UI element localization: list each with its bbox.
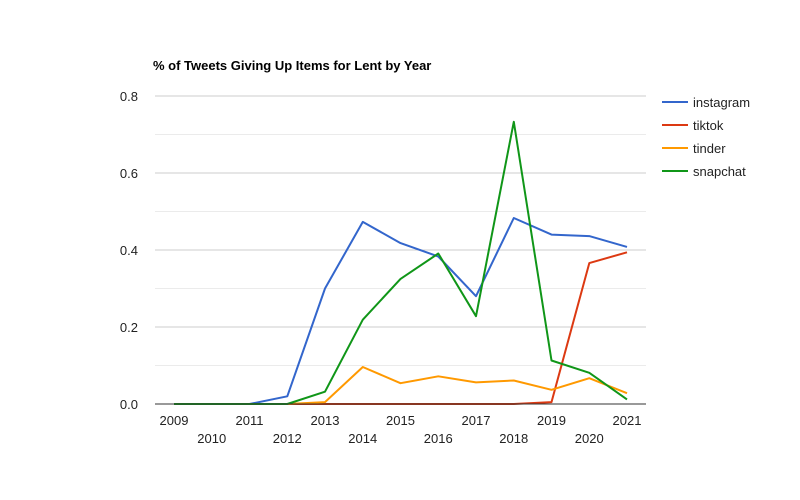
x-tick-label: 2012	[273, 431, 302, 446]
legend-label: instagram	[693, 95, 750, 110]
y-tick-label: 0.6	[120, 166, 138, 181]
x-tick-label: 2010	[197, 431, 226, 446]
series-lines	[155, 120, 646, 405]
y-tick-label: 0.4	[120, 243, 138, 258]
x-tick-label: 2015	[386, 413, 415, 428]
x-tick-label: 2017	[462, 413, 491, 428]
x-tick-label: 2021	[613, 413, 642, 428]
series-line-snapchat	[174, 120, 628, 405]
legend-label: snapchat	[693, 164, 746, 179]
legend: instagram tiktok tinder snapchat	[662, 95, 750, 179]
x-tick-label: 2020	[575, 431, 604, 446]
x-tick-label: 2019	[537, 413, 566, 428]
x-tick-label: 2011	[236, 413, 264, 428]
legend-item-tinder: tinder	[662, 141, 726, 156]
x-tick-label: 2014	[348, 431, 377, 446]
y-axis-ticks: 0.0 0.2 0.4 0.6 0.8	[120, 89, 138, 412]
y-tick-label: 0.2	[120, 320, 138, 335]
chart-title: % of Tweets Giving Up Items for Lent by …	[153, 58, 431, 73]
series-line-tiktok	[174, 251, 628, 405]
legend-label: tiktok	[693, 118, 724, 133]
x-tick-label: 2018	[499, 431, 528, 446]
y-tick-label: 0.8	[120, 89, 138, 104]
legend-item-tiktok: tiktok	[662, 118, 724, 133]
legend-item-instagram: instagram	[662, 95, 750, 110]
legend-label: tinder	[693, 141, 726, 156]
y-tick-label: 0.0	[120, 397, 138, 412]
x-tick-label: 2013	[311, 413, 340, 428]
x-tick-label: 2016	[424, 431, 453, 446]
gridlines	[155, 95, 646, 366]
x-tick-label: 2009	[160, 413, 189, 428]
x-axis-ticks: 2009 2010 2011 2012 2013 2014 2015 2016 2017 2018…	[160, 413, 642, 446]
legend-item-snapchat: snapchat	[662, 164, 746, 179]
